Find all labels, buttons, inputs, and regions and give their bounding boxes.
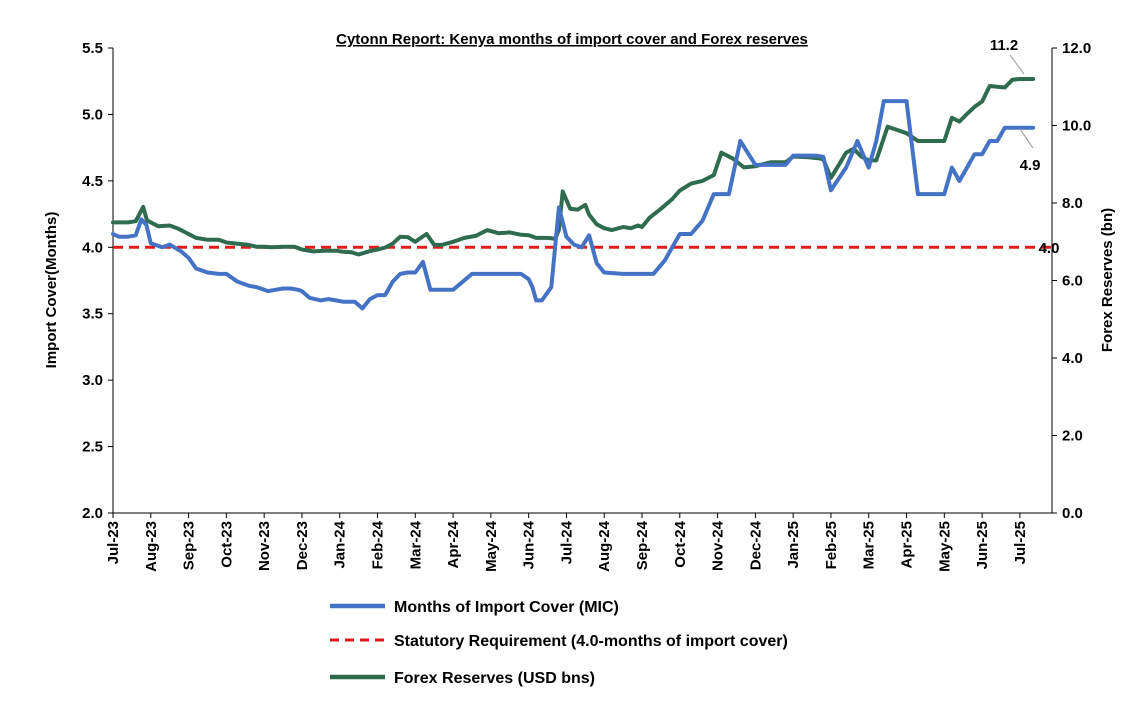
left-axis-title: Import Cover(Months): [43, 212, 60, 369]
x-tick-label: Jul-23: [105, 521, 122, 564]
left-tick-label: 2.0: [82, 505, 103, 522]
right-tick-label: 4.0: [1062, 350, 1083, 367]
left-tick-label: 5.5: [82, 40, 103, 57]
x-tick-label: Nov-23: [256, 521, 273, 571]
x-tick-label: Oct-23: [218, 521, 235, 568]
x-tick-label: Mar-24: [407, 520, 424, 569]
annotation-layer: 11.2 4.9 4.0: [990, 37, 1060, 257]
right-tick-label: 0.0: [1062, 505, 1083, 522]
x-tick-label: Dec-23: [294, 521, 311, 570]
series-line-mic: [111, 99, 1036, 311]
annotation-mic-last: 4.9: [1020, 157, 1041, 174]
x-tick-label: May-25: [936, 521, 953, 572]
right-tick-label: 6.0: [1062, 273, 1083, 290]
left-tick-label: 4.0: [82, 239, 103, 256]
right-tick-label: 8.0: [1062, 195, 1083, 212]
x-tick-label: Aug-23: [143, 521, 160, 572]
x-tick-label: Jan-24: [332, 520, 349, 568]
right-tick-label: 12.0: [1062, 40, 1091, 57]
annotation-leader-forex: [1009, 54, 1025, 75]
chart-title: Cytonn Report: Kenya months of import co…: [336, 31, 808, 48]
series-layer: [111, 77, 1052, 311]
left-tick-label: 3.5: [82, 306, 103, 323]
x-tick-label: Feb-24: [370, 520, 387, 569]
x-tick-label: Sep-23: [181, 521, 198, 570]
annotation-forex-last: 11.2: [990, 37, 1018, 54]
legend-label-mic: Months of Import Cover (MIC): [394, 599, 619, 616]
x-tick-label: Aug-24: [596, 520, 613, 571]
x-tick-label: Feb-25: [823, 521, 840, 569]
x-tick-label: Apr-24: [445, 520, 462, 568]
x-tick-label: May-24: [483, 520, 500, 572]
left-axis-ticks: 2.0 2.5 3.0 3.5 4.0 4.5 5.0 5.5: [82, 40, 113, 522]
x-tick-label: Jul-24: [558, 520, 575, 564]
legend-label-forex: Forex Reserves (USD bns): [394, 670, 595, 687]
x-tick-label: Mar-25: [861, 521, 878, 569]
right-tick-label: 10.0: [1062, 118, 1091, 135]
x-tick-label: Jul-25: [1012, 521, 1029, 564]
left-tick-label: 5.0: [82, 106, 103, 123]
annotation-leader-mic: [1019, 128, 1034, 149]
annotation-statutory: 4.0: [1039, 240, 1060, 257]
x-tick-label: Nov-24: [710, 520, 727, 571]
right-axis-ticks: 0.0 2.0 4.0 6.0 8.0 10.0 12.0: [1052, 40, 1091, 522]
left-tick-label: 2.5: [82, 439, 103, 456]
legend: Months of Import Cover (MIC) Statutory R…: [330, 599, 788, 687]
series-line-forex: [111, 77, 1036, 257]
left-tick-label: 4.5: [82, 173, 103, 190]
x-tick-label: Jan-25: [785, 521, 802, 569]
x-axis-ticks: Jul-23 Aug-23 Sep-23 Oct-23 Nov-23 Dec-23 Jan-…: [105, 513, 1029, 572]
x-tick-label: Apr-25: [899, 521, 916, 569]
x-tick-label: Oct-24: [672, 520, 689, 567]
right-tick-label: 2.0: [1062, 428, 1083, 445]
x-tick-label: Jun-25: [974, 521, 991, 569]
x-tick-label: Sep-24: [634, 520, 651, 570]
left-tick-label: 3.0: [82, 372, 103, 389]
x-tick-label: Dec-24: [747, 520, 764, 570]
x-tick-label: Jun-24: [521, 520, 538, 569]
right-axis-title: Forex Reserves (bn): [1099, 208, 1116, 352]
legend-label-statutory: Statutory Requirement (4.0-months of imp…: [394, 633, 788, 650]
